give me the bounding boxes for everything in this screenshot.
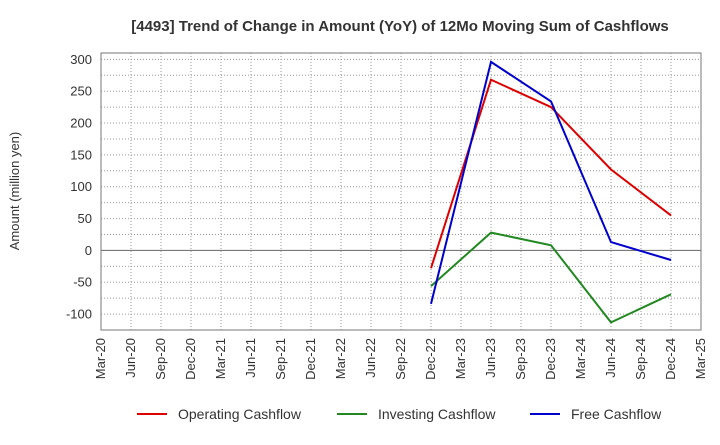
x-tick-label: Sep-23: [513, 338, 528, 380]
x-tick-label: Sep-21: [273, 338, 288, 380]
y-tick-label: 250: [70, 84, 92, 99]
x-tick-label: Dec-23: [543, 338, 558, 380]
y-tick-label: 150: [70, 147, 92, 162]
x-tick-label: Mar-25: [693, 338, 708, 379]
x-tick-label: Dec-24: [663, 338, 678, 380]
series-lines: [430, 60, 672, 324]
chart-title: [4493] Trend of Change in Amount (YoY) o…: [131, 18, 669, 35]
y-tick-label: -50: [73, 275, 92, 290]
legend-label: Free Cashflow: [571, 406, 662, 422]
x-tick-label: Mar-23: [453, 338, 468, 379]
x-tick-label: Jun-20: [123, 338, 138, 378]
y-tick-label: 100: [70, 179, 92, 194]
legend-label: Investing Cashflow: [378, 406, 496, 422]
x-tick-label: Jun-22: [363, 338, 378, 378]
x-tick-label: Dec-21: [303, 338, 318, 380]
y-tick-label: 200: [70, 116, 92, 131]
x-tick-label: Jun-24: [603, 338, 618, 378]
x-tick-label: Sep-22: [393, 338, 408, 380]
x-tick-label: Mar-20: [93, 338, 108, 379]
y-tick-label: 300: [70, 52, 92, 67]
x-tick-label: Dec-22: [423, 338, 438, 380]
series-line-free-cashflow: [430, 60, 672, 305]
y-axis-label: Amount (million yen): [7, 132, 22, 251]
series-line-investing-cashflow: [430, 231, 672, 324]
x-tick-label: Mar-24: [573, 338, 588, 379]
x-tick-label: Sep-20: [153, 338, 168, 380]
legend-label: Operating Cashflow: [178, 406, 302, 422]
y-tick-label: 0: [85, 243, 92, 258]
x-tick-label: Sep-24: [633, 338, 648, 380]
legend: Operating Cashflow Investing Cashflow Free…: [137, 406, 662, 422]
x-tick-label: Jun-21: [243, 338, 258, 378]
grid: [100, 53, 702, 330]
y-tick-label: 50: [78, 211, 92, 226]
axes: 300 250 200 150 100 50 0 -50 -100 Mar-20 Jun-20 Sep…: [66, 52, 708, 380]
x-tick-label: Mar-22: [333, 338, 348, 379]
x-tick-label: Mar-21: [213, 338, 228, 379]
x-tick-label: Dec-20: [183, 338, 198, 380]
x-tick-label: Jun-23: [483, 338, 498, 378]
plot-frame: [100, 52, 702, 331]
y-tick-label: -100: [66, 307, 92, 322]
